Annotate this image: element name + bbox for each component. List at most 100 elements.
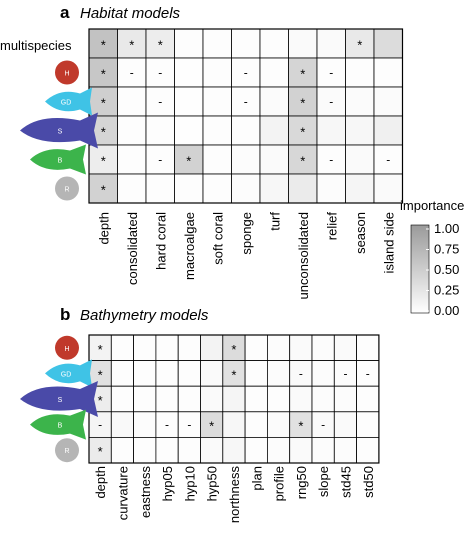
- species-badge-label: GD: [61, 100, 72, 107]
- significance-marker: *: [300, 125, 305, 140]
- significance-marker: *: [98, 393, 103, 408]
- column-label: sponge: [239, 212, 254, 255]
- column-label: relief: [324, 212, 339, 241]
- heatmap-cell: [145, 86, 175, 117]
- column-label: hyp50: [205, 466, 220, 501]
- column-label: season: [353, 212, 368, 254]
- column-label: unconsolidated: [296, 212, 311, 299]
- heatmap-cell: [345, 115, 375, 146]
- legend-tick-label: 1.00: [434, 221, 459, 236]
- heatmap-cell: [202, 57, 232, 88]
- heatmap-cell: [200, 360, 224, 387]
- heatmap-cell: [231, 173, 261, 204]
- heatmap-cell: [202, 86, 232, 117]
- species-badge-label: R: [64, 187, 69, 194]
- heatmap-cell: [174, 86, 204, 117]
- bathymetry-heatmap: * * * * - - - * - - - * * - * depth curvature eastness hyp…: [88, 334, 380, 524]
- non-significance-marker: -: [158, 66, 162, 80]
- column-label: macroalgae: [182, 212, 197, 280]
- non-significance-marker: -: [343, 366, 347, 380]
- non-significance-marker: -: [386, 153, 390, 167]
- heatmap-cell: [174, 57, 204, 88]
- heatmap-cell: [174, 144, 204, 175]
- heatmap-cell: [259, 115, 289, 146]
- non-significance-marker: -: [321, 418, 325, 432]
- heatmap-cell: [373, 86, 403, 117]
- heatmap-cell: [117, 115, 147, 146]
- species-gd-fish-icon: GD: [45, 87, 92, 116]
- heatmap-cell: [177, 360, 201, 387]
- significance-marker: *: [300, 154, 305, 169]
- significance-marker: *: [129, 38, 134, 53]
- non-significance-marker: -: [299, 366, 303, 380]
- heatmap-cell: [200, 385, 224, 413]
- heatmap-cell: [244, 334, 268, 362]
- heatmap-cell: [177, 436, 201, 464]
- legend-title: importance: [400, 198, 464, 213]
- column-label: consolidated: [125, 212, 140, 285]
- heatmap-cell: [311, 334, 335, 362]
- heatmap-cell: [145, 144, 175, 175]
- column-label: std45: [338, 466, 353, 498]
- non-significance-marker: -: [366, 366, 370, 380]
- heatmap-cell: [288, 28, 318, 59]
- species-badge-label: R: [64, 448, 69, 455]
- significance-marker: *: [357, 38, 362, 53]
- heatmap-cell: [133, 411, 157, 438]
- non-significance-marker: -: [244, 95, 248, 109]
- column-label: hyp05: [160, 466, 175, 501]
- species-badge-label: H: [64, 71, 69, 78]
- heatmap-cell: [266, 411, 291, 438]
- non-significance-marker: -: [244, 66, 248, 80]
- heatmap-cell: [202, 173, 232, 204]
- column-label: curvature: [115, 466, 130, 520]
- heatmap-cell: [316, 173, 346, 204]
- species-b-fish-icon: B: [30, 409, 86, 440]
- heatmap-cell: [311, 385, 335, 413]
- column-label: northness: [227, 466, 242, 524]
- heatmap-cell: [345, 57, 375, 88]
- significance-marker: *: [98, 444, 103, 459]
- species-gd-fish-icon: GD: [45, 359, 92, 388]
- significance-marker: *: [98, 367, 103, 382]
- heatmap-cell: [110, 436, 135, 464]
- panel-b-title: Bathymetry models: [80, 307, 209, 324]
- species-badge-label: S: [58, 397, 63, 404]
- heatmap-cell: [333, 385, 357, 413]
- legend-tick-label: 0.00: [434, 303, 459, 318]
- column-label: rng50: [294, 466, 309, 499]
- species-r-icon: R: [55, 438, 79, 463]
- habitat-heatmap: * * * * * - - - * - * - - * - * * * - * * - - * depth consolidate…: [88, 28, 404, 299]
- heatmap-cell: [155, 436, 179, 464]
- heatmap-cell: [266, 360, 291, 387]
- non-significance-marker: -: [329, 95, 333, 109]
- heatmap-cell: [174, 28, 204, 59]
- heatmap-cell: [117, 173, 147, 204]
- heatmap-cell: [231, 57, 261, 88]
- heatmap-cell: [222, 411, 246, 438]
- species-badge-label: S: [58, 129, 63, 136]
- heatmap-cell: [333, 436, 357, 464]
- heatmap-cell: [356, 385, 380, 413]
- heatmap-cell: [200, 436, 224, 464]
- bathymetry-species-badges: H GD S B R: [20, 335, 98, 463]
- heatmap-cell: [259, 144, 289, 175]
- heatmap-cell: [200, 334, 224, 362]
- heatmap-cell: [222, 436, 246, 464]
- heatmap-cell: [288, 86, 318, 117]
- non-significance-marker: -: [165, 418, 169, 432]
- heatmap-cell: [311, 436, 335, 464]
- species-h-icon: H: [55, 335, 79, 360]
- heatmap-cell: [231, 28, 261, 59]
- heatmap-cell: [174, 115, 204, 146]
- heatmap-border: [88, 28, 404, 204]
- heatmap-cell: [316, 115, 346, 146]
- panel-a-title: Habitat models: [80, 5, 181, 22]
- non-significance-marker: -: [130, 66, 134, 80]
- heatmap-cell: [266, 436, 291, 464]
- heatmap-cell: [316, 28, 346, 59]
- heatmap-cell: [133, 334, 157, 362]
- heatmap-cell: [117, 86, 147, 117]
- column-label: plan: [249, 466, 264, 491]
